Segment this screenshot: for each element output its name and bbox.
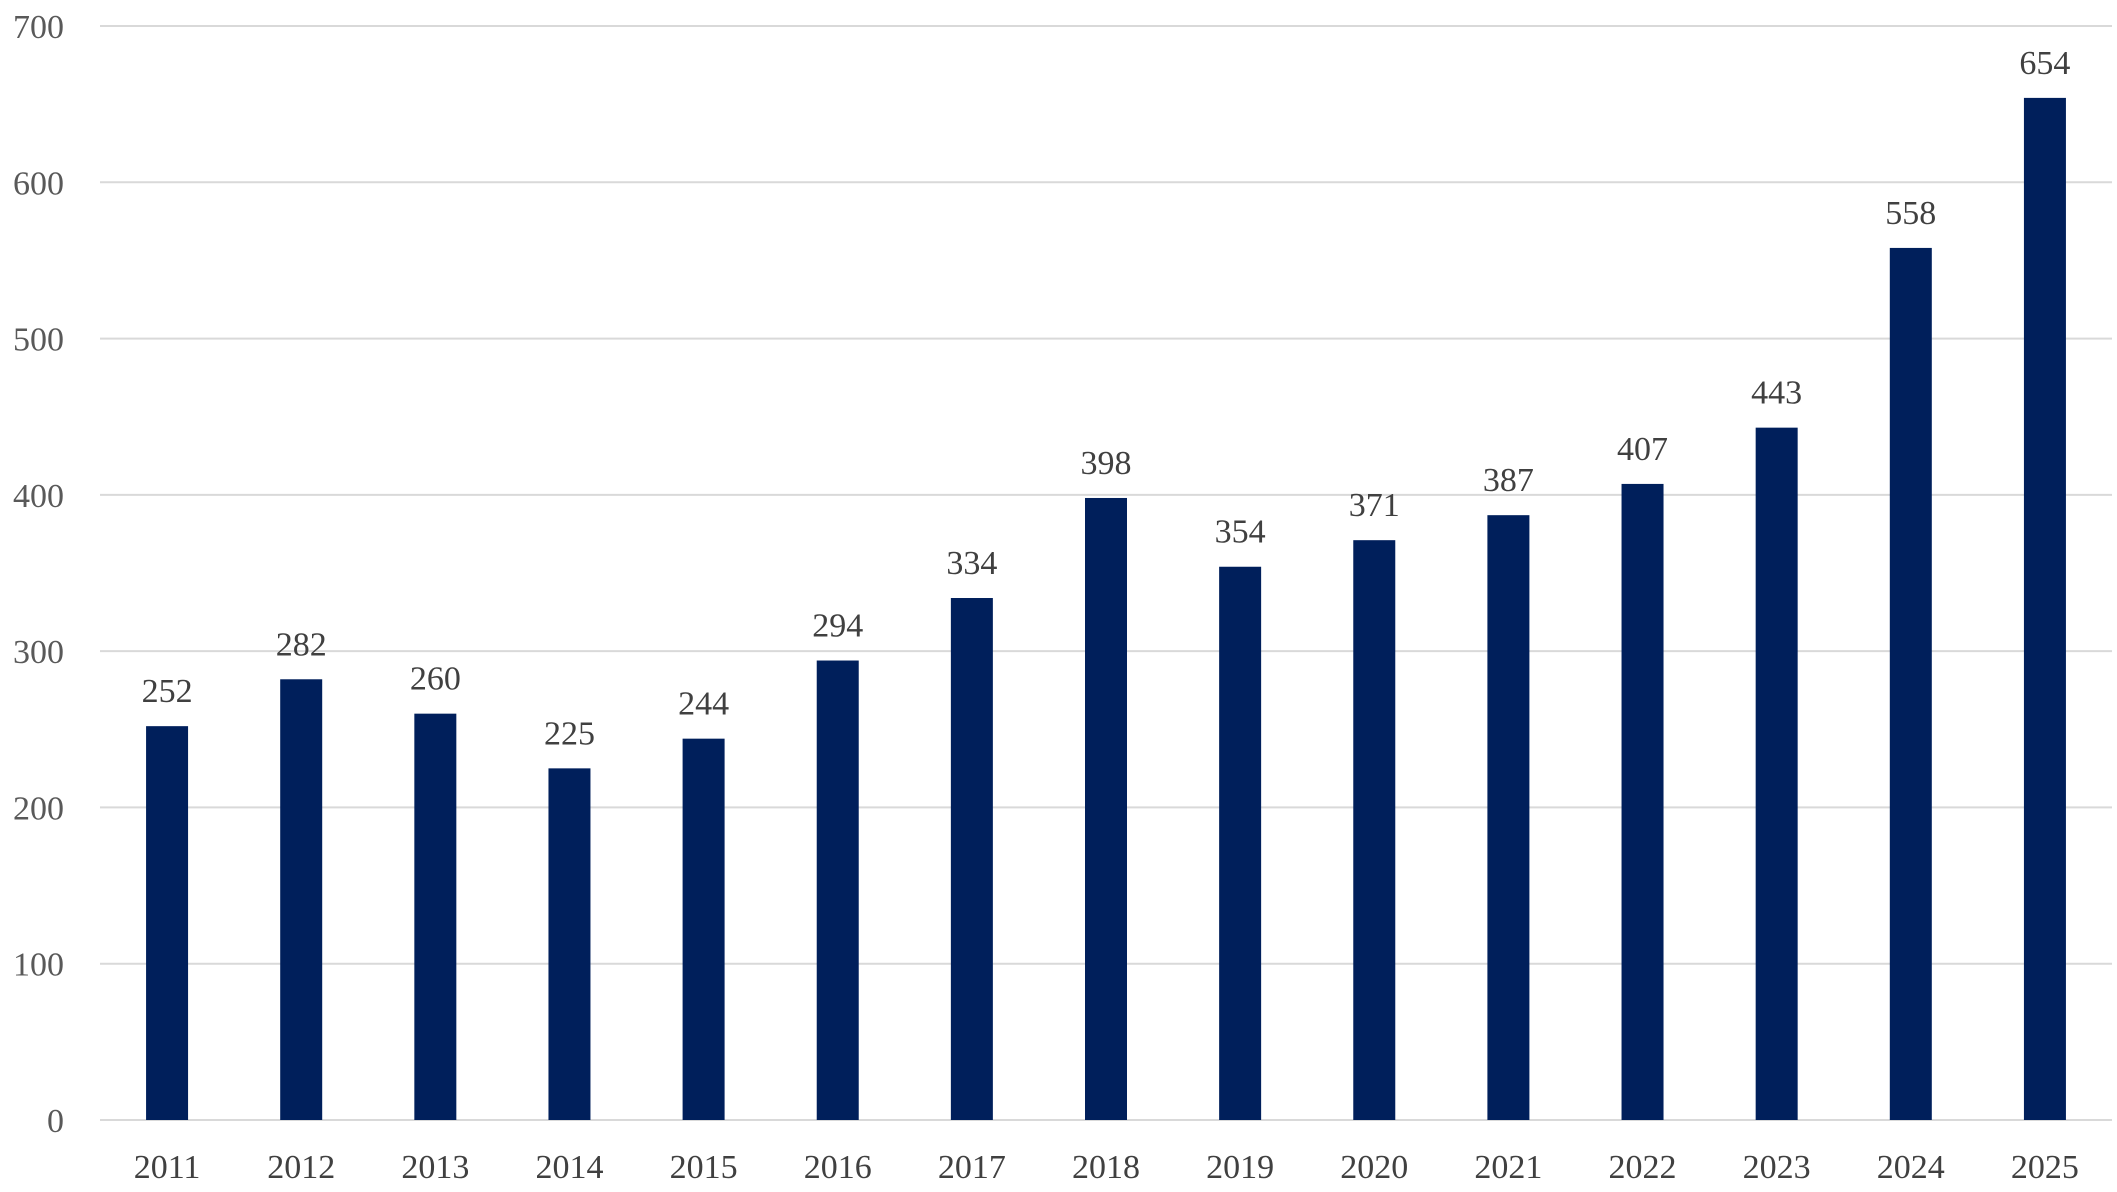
bar-2015: [682, 738, 725, 1120]
x-tick-label-2025: 2025: [2011, 1149, 2079, 1186]
x-tick-label-2020: 2020: [1340, 1149, 1408, 1186]
x-tick-label-2024: 2024: [1877, 1149, 1945, 1186]
x-tick-label-2011: 2011: [134, 1149, 201, 1186]
bar-2012: [280, 679, 323, 1120]
bars: [146, 97, 2066, 1121]
data-label-2012: 282: [276, 626, 327, 663]
y-tick-label: 600: [13, 165, 64, 202]
y-tick-label: 0: [47, 1103, 64, 1140]
x-tick-label-2022: 2022: [1609, 1149, 1677, 1186]
x-tick-label-2015: 2015: [670, 1149, 738, 1186]
x-tick-label-2014: 2014: [535, 1149, 603, 1186]
bar-2021: [1487, 515, 1530, 1120]
bar-2013: [414, 713, 457, 1120]
x-tick-label-2023: 2023: [1743, 1149, 1811, 1186]
bar-2022: [1621, 483, 1664, 1121]
bar-2020: [1353, 540, 1396, 1120]
y-tick-label: 200: [13, 790, 64, 827]
data-label-2025: 654: [2019, 45, 2070, 82]
data-label-2018: 398: [1081, 445, 1132, 482]
data-label-2021: 387: [1483, 462, 1534, 499]
data-labels: 252 282 260 225 244 294 334 398 354 371 387 407 443 5…: [142, 45, 2071, 752]
data-label-2013: 260: [410, 661, 461, 698]
data-label-2016: 294: [812, 608, 863, 645]
y-tick-label: 300: [13, 634, 64, 671]
data-label-2022: 407: [1617, 431, 1668, 468]
x-tick-label-2021: 2021: [1474, 1149, 1542, 1186]
bar-2011: [146, 726, 189, 1120]
data-label-2017: 334: [946, 545, 997, 582]
data-label-2011: 252: [142, 673, 193, 710]
bar-2019: [1219, 566, 1262, 1120]
x-axis: 2011 2012 2013 2014 2015 2016 2017 2018 2019 2020…: [134, 1149, 2079, 1186]
data-label-2015: 244: [678, 686, 729, 723]
bar-2024: [1889, 247, 1932, 1120]
y-tick-label: 500: [13, 322, 64, 359]
data-label-2020: 371: [1349, 487, 1400, 524]
bar-2025: [2023, 97, 2066, 1121]
bar-2014: [548, 768, 591, 1120]
data-label-2023: 443: [1751, 375, 1802, 412]
x-tick-label-2018: 2018: [1072, 1149, 1140, 1186]
x-tick-label-2012: 2012: [267, 1149, 335, 1186]
data-label-2014: 225: [544, 715, 595, 752]
y-tick-label: 400: [13, 478, 64, 515]
y-tick-label: 700: [13, 9, 64, 46]
y-tick-label: 100: [13, 947, 64, 984]
x-tick-label-2013: 2013: [401, 1149, 469, 1186]
x-tick-label-2019: 2019: [1206, 1149, 1274, 1186]
x-tick-label-2017: 2017: [938, 1149, 1006, 1186]
x-tick-label-2016: 2016: [804, 1149, 872, 1186]
bar-2017: [950, 598, 993, 1120]
data-label-2019: 354: [1215, 514, 1266, 551]
data-label-2024: 558: [1885, 195, 1936, 232]
bar-2016: [816, 660, 859, 1120]
y-axis: 0 100 200 300 400 500 600 700: [13, 9, 64, 1140]
bar-2023: [1755, 427, 1798, 1120]
bar-2018: [1085, 497, 1127, 1120]
